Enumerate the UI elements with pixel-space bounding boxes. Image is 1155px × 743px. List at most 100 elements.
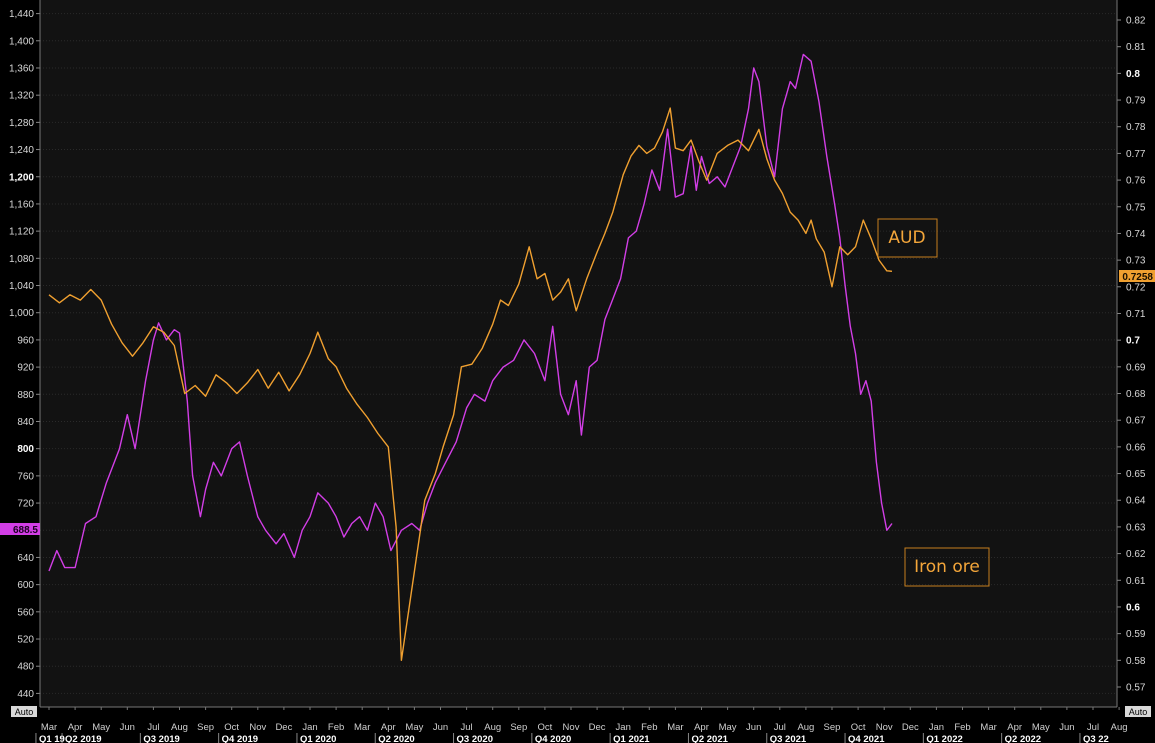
x-month-label: Dec xyxy=(589,722,606,733)
iron-ore-annotation-label: Iron ore xyxy=(914,557,980,577)
gridlines xyxy=(40,13,1117,694)
x-quarter-label: Q3 2019 xyxy=(143,734,179,743)
left-tick-label: 1,440 xyxy=(9,9,34,20)
x-quarter-label: Q1 2022 xyxy=(926,734,962,743)
x-month-label: Jun xyxy=(1059,722,1074,733)
left-tick-label: 560 xyxy=(17,607,34,618)
right-tick-label: 0.68 xyxy=(1126,389,1146,400)
x-month-label: Apr xyxy=(694,722,709,733)
x-month-label: May xyxy=(92,722,110,733)
x-month-label: Mar xyxy=(980,722,996,733)
left-tick-label: 600 xyxy=(17,580,34,591)
right-tick-label: 0.67 xyxy=(1126,416,1146,427)
x-month-label: Jul xyxy=(1087,722,1099,733)
x-quarter-label: Q3 2020 xyxy=(457,734,493,743)
x-quarter-label: Q2 2019 xyxy=(65,734,101,743)
right-tick-label: 0.79 xyxy=(1126,96,1146,107)
x-month-label: Mar xyxy=(354,722,370,733)
left-tick-label: 480 xyxy=(17,662,34,673)
series-line-aud xyxy=(48,107,893,661)
right-axis-ticks: 0.82 0.81 0.8 0.79 0.78 0.77 0.76 0.75 0.74 0.73 0… xyxy=(1117,16,1146,693)
left-axis-ticks: 1,440 1,400 1,360 1,320 1,280 1,240 1,200 1,160… xyxy=(9,9,40,700)
x-month-label: Jan xyxy=(302,722,317,733)
x-month-label: Aug xyxy=(797,722,814,733)
left-tick-label: 1,320 xyxy=(9,91,34,102)
left-auto-button[interactable]: Auto xyxy=(11,706,37,717)
left-tick-label: 1,160 xyxy=(9,199,34,210)
aud-last-value: 0.7258 xyxy=(1122,272,1153,283)
x-axis: Mar Apr May Jun Jul Aug Sep Oct Nov Dec Jan Feb Mar A… xyxy=(35,0,1128,743)
left-tick-label: 1,280 xyxy=(9,118,34,129)
left-tick-label: 920 xyxy=(17,363,34,374)
left-tick-label: 720 xyxy=(17,499,34,510)
right-tick-label: 0.74 xyxy=(1126,229,1146,240)
right-tick-label: 0.81 xyxy=(1126,42,1146,53)
x-month-label: Oct xyxy=(851,722,866,733)
iron-ore-last-value-badge: 688.5 xyxy=(0,523,40,536)
plot-area xyxy=(40,0,1117,707)
right-tick-label: 0.61 xyxy=(1126,576,1146,587)
left-tick-label: 840 xyxy=(17,417,34,428)
x-month-label: Aug xyxy=(484,722,501,733)
x-month-label: Jan xyxy=(616,722,631,733)
iron-ore-last-value: 688.5 xyxy=(13,525,38,536)
right-tick-label: 0.69 xyxy=(1126,362,1146,373)
left-tick-label: 440 xyxy=(17,689,34,700)
x-month-label: Sep xyxy=(824,722,841,733)
x-quarter-label: Q1 2020 xyxy=(300,734,336,743)
x-quarter-label: Q4 2019 xyxy=(222,734,258,743)
left-auto-label: Auto xyxy=(15,707,34,717)
x-month-label: Feb xyxy=(641,722,657,733)
x-month-label: May xyxy=(405,722,423,733)
right-tick-label: 0.57 xyxy=(1126,682,1146,693)
x-quarter-label: Q1 2021 xyxy=(613,734,650,743)
series-line-iron-ore xyxy=(48,53,893,572)
iron-ore-annotation: Iron ore xyxy=(904,547,990,587)
x-month-label: Nov xyxy=(249,722,266,733)
x-month-label: Jul xyxy=(774,722,786,733)
x-month-label: Sep xyxy=(197,722,214,733)
series-lines xyxy=(48,53,893,661)
right-tick-label: 0.7 xyxy=(1126,336,1140,347)
left-tick-label: 1,080 xyxy=(9,254,34,265)
x-month-label: Nov xyxy=(563,722,580,733)
right-tick-label: 0.73 xyxy=(1126,256,1146,267)
x-month-label: Mar xyxy=(41,722,57,733)
x-month-label: Apr xyxy=(1007,722,1022,733)
x-month-label: Feb xyxy=(954,722,970,733)
right-tick-label: 0.64 xyxy=(1126,496,1146,507)
x-month-label: Nov xyxy=(876,722,893,733)
x-month-label: Jun xyxy=(746,722,761,733)
x-month-label: Jul xyxy=(461,722,473,733)
left-tick-label: 960 xyxy=(17,335,34,346)
x-month-label: May xyxy=(719,722,737,733)
right-tick-label: 0.59 xyxy=(1126,629,1146,640)
left-tick-label: 1,040 xyxy=(9,281,34,292)
x-quarter-label: Q3 22 xyxy=(1083,734,1109,743)
x-month-label: Oct xyxy=(538,722,553,733)
aud-last-value-badge: 0.7258 xyxy=(1119,270,1155,283)
right-tick-label: 0.75 xyxy=(1126,202,1146,213)
right-tick-label: 0.82 xyxy=(1126,16,1146,27)
x-month-label: Aug xyxy=(1111,722,1128,733)
x-quarter-label: Q3 2021 xyxy=(770,734,807,743)
x-month-label: Dec xyxy=(902,722,919,733)
x-month-label: Oct xyxy=(224,722,239,733)
x-month-label: Mar xyxy=(667,722,683,733)
right-auto-label: Auto xyxy=(1129,707,1148,717)
x-quarter-label: Q2 2022 xyxy=(1005,734,1041,743)
right-tick-label: 0.63 xyxy=(1126,522,1146,533)
x-quarter-label: Q2 2020 xyxy=(378,734,414,743)
x-month-label: May xyxy=(1032,722,1050,733)
x-month-label: Feb xyxy=(328,722,344,733)
x-month-label: Sep xyxy=(510,722,527,733)
right-tick-label: 0.77 xyxy=(1126,149,1146,160)
aud-annotation: AUD xyxy=(877,218,938,258)
x-month-label: Aug xyxy=(171,722,188,733)
right-tick-label: 0.6 xyxy=(1126,602,1140,613)
left-tick-label: 1,120 xyxy=(9,227,34,238)
x-month-label: Jan xyxy=(929,722,944,733)
x-month-label: Apr xyxy=(381,722,396,733)
right-auto-button[interactable]: Auto xyxy=(1125,706,1151,717)
